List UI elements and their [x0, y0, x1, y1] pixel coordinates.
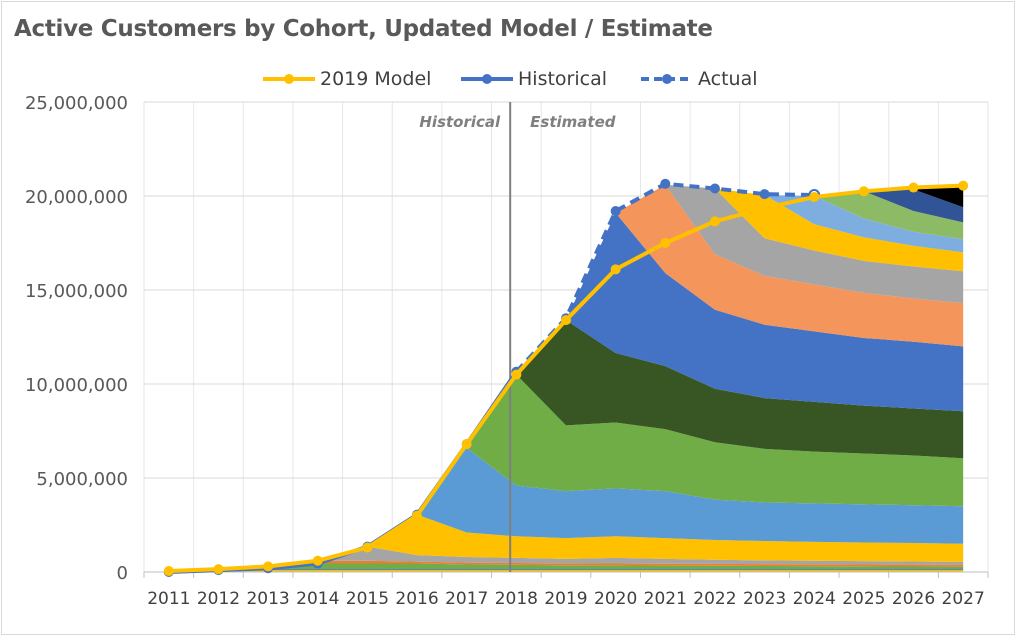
- x-tick-label: 2011: [147, 589, 190, 609]
- y-tick-label: 25,000,000: [25, 93, 128, 114]
- cohort-area: [714, 188, 964, 272]
- x-tick-label: 2017: [445, 589, 488, 609]
- annotation-historical: Historical: [419, 113, 501, 131]
- cohort-area: [466, 374, 964, 507]
- x-tick-label: 2016: [395, 589, 438, 609]
- axes: [143, 571, 989, 578]
- model-2019-point: [561, 315, 571, 326]
- x-tick-label: 2013: [246, 589, 289, 609]
- model-2019-point: [511, 369, 522, 380]
- legend: 2019 Model Historical Actual: [0, 66, 1016, 92]
- cohort-area: [764, 195, 964, 253]
- x-tick-label: 2012: [197, 589, 240, 609]
- cohort-area: [913, 185, 964, 208]
- model-2019-point: [213, 564, 224, 575]
- legend-swatch-actual: [641, 74, 693, 84]
- model-2019-point: [908, 182, 919, 193]
- x-tick-label: 2026: [892, 589, 935, 609]
- y-tick-label: 10,000,000: [25, 375, 128, 396]
- model-2019-point: [958, 180, 969, 191]
- legend-item-historical: Historical: [460, 66, 607, 92]
- cohort-area: [168, 569, 964, 572]
- model-2019-point: [312, 555, 323, 566]
- cohort-areas: [168, 184, 964, 572]
- model-2019-point: [610, 264, 621, 275]
- x-tick-label: 2025: [842, 589, 885, 609]
- x-tick-label: 2024: [793, 589, 836, 609]
- legend-label-actual: Actual: [698, 68, 758, 90]
- actual-point: [709, 183, 720, 194]
- model-2019-point: [858, 186, 869, 197]
- y-tick-label: 0: [117, 563, 128, 584]
- cohort-area: [317, 546, 964, 565]
- legend-item-2019-model: 2019 Model: [262, 66, 431, 92]
- actual-point: [759, 189, 770, 200]
- y-tick-label: 5,000,000: [36, 469, 128, 490]
- legend-item-actual: Actual: [640, 66, 758, 92]
- x-tick-label: 2015: [346, 589, 389, 609]
- y-tick-label: 15,000,000: [25, 281, 128, 302]
- legend-label-historical: Historical: [518, 68, 607, 90]
- x-tick-label: 2014: [296, 589, 339, 609]
- model-2019-point: [412, 510, 423, 521]
- x-tick-label: 2021: [644, 589, 687, 609]
- model-2019-point: [660, 238, 671, 248]
- x-tick-label: 2027: [942, 589, 985, 609]
- x-tick-label: 2023: [743, 589, 786, 609]
- actual-point: [660, 178, 671, 189]
- series-lines: [163, 178, 969, 577]
- annotation-estimated: Estimated: [530, 113, 616, 131]
- model-2019-point: [263, 561, 274, 572]
- x-tick-label: 2022: [693, 589, 736, 609]
- chart-title: Active Customers by Cohort, Updated Mode…: [14, 16, 713, 42]
- cohort-area: [218, 563, 964, 572]
- axis-labels: 0 5,000,000 10,000,000 15,000,000 20,000,000…: [25, 93, 985, 609]
- cohort-area: [814, 191, 964, 240]
- legend-swatch-2019-model: [263, 74, 315, 84]
- cohort-area: [367, 514, 964, 562]
- x-tick-label: 2019: [544, 589, 587, 609]
- cohort-area: [566, 212, 964, 412]
- x-tick-label: 2018: [495, 589, 538, 609]
- model-2019-point: [709, 216, 720, 227]
- model-2019-point: [461, 439, 472, 450]
- legend-swatch-historical: [461, 74, 513, 84]
- x-tick-label: 2020: [594, 589, 637, 609]
- cohort-area: [863, 189, 964, 223]
- legend-label-2019-model: 2019 Model: [320, 68, 432, 90]
- cohort-area: [516, 320, 964, 459]
- model-2019-point: [759, 203, 770, 214]
- model-2019-point: [362, 542, 373, 553]
- y-tick-label: 20,000,000: [25, 187, 128, 208]
- cohort-area: [417, 447, 964, 544]
- actual-point: [610, 206, 621, 217]
- model-2019-point: [163, 566, 174, 577]
- model-2019-point: [809, 191, 820, 202]
- cohort-area: [615, 184, 964, 347]
- cohort-area: [268, 560, 964, 569]
